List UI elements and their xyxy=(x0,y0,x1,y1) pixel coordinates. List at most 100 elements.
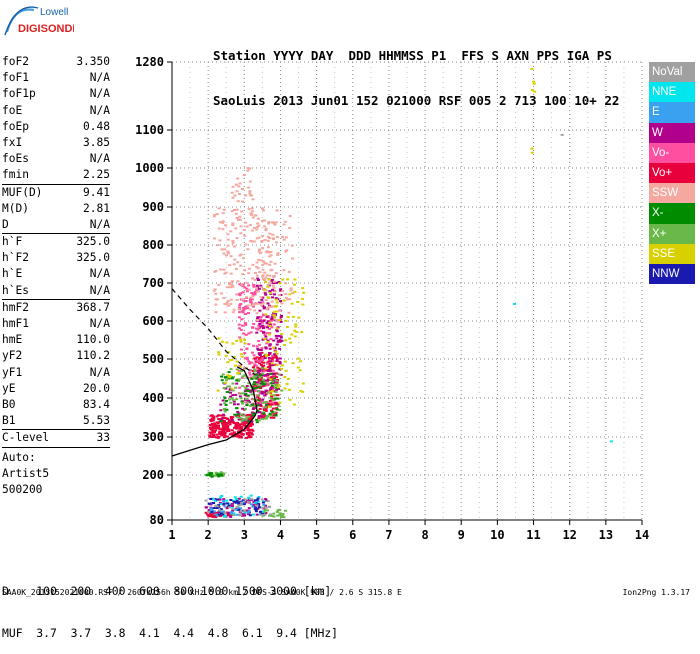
echo-point-nnw xyxy=(261,512,265,515)
echo-point-ssw xyxy=(237,308,241,311)
echo-point-ssw xyxy=(222,208,226,211)
echo-point-vo xyxy=(208,435,212,438)
echo-point-vo xyxy=(260,359,264,362)
chart-axes: 1 2 3 4 5 6 7 8 9 10 11 12 13 14802003004005006007008… xyxy=(135,55,649,542)
echo-point-nnw xyxy=(237,502,241,505)
param-name: foEp xyxy=(2,119,29,133)
echo-point-vo xyxy=(274,403,278,406)
echo-point-ssw xyxy=(250,304,254,307)
echo-point-nne xyxy=(214,499,218,502)
echo-point-w xyxy=(262,374,266,377)
echo-point-ssw xyxy=(257,250,261,253)
scaled-parameters-panel: foF2 3.350 foF1 N/A foF1p N/A foE N/A foEp 0.48 fx… xyxy=(2,54,110,498)
echo-point-ssw xyxy=(249,194,253,197)
echo-point-vo xyxy=(223,432,227,435)
echo-point-vo xyxy=(217,418,221,421)
echo-point-sse xyxy=(267,278,271,281)
echo-point-ssw xyxy=(272,280,276,283)
param-value: N/A xyxy=(89,152,110,166)
legend-item: X+ xyxy=(649,223,695,244)
echo-point-nne xyxy=(233,496,237,499)
echo-point-ssw xyxy=(218,239,222,242)
echo-point-vo xyxy=(263,369,267,372)
echo-point-w xyxy=(236,410,240,413)
echo-point-ssw xyxy=(261,263,265,266)
echo-point-ssw xyxy=(222,268,226,271)
echo-point-vo xyxy=(256,402,260,405)
echo-point-vo xyxy=(226,514,230,517)
param-name: foF1p xyxy=(2,87,36,101)
echo-point-nne xyxy=(225,499,229,502)
echo-point-vo xyxy=(263,325,267,328)
echo-point-vo xyxy=(240,426,244,429)
echo-point-w xyxy=(228,391,232,394)
echo-point-ssw xyxy=(223,272,227,275)
echo-point-vo xyxy=(239,328,243,331)
echo-point-vo xyxy=(259,361,263,364)
echo-point-ssw xyxy=(270,268,274,271)
echo-point-ssw xyxy=(212,289,216,292)
echo-point-vo xyxy=(237,316,241,319)
echo-point-vo xyxy=(252,373,256,376)
y-tick-label: 800 xyxy=(142,238,164,252)
echo-point-vo xyxy=(238,386,242,389)
echo-point-ssw xyxy=(229,230,233,233)
echo-point-sse xyxy=(295,330,299,333)
echo-point-x xyxy=(265,415,269,418)
echo-point-x xyxy=(275,384,279,387)
echo-point-sse xyxy=(272,314,276,317)
echo-point-ssw xyxy=(248,190,252,193)
echo-point-w xyxy=(263,391,267,394)
echo-point-x xyxy=(261,401,265,404)
echo-point-x xyxy=(272,411,276,414)
echo-point-nne xyxy=(513,302,517,305)
echo-point-vo xyxy=(245,290,249,293)
echo-point-sse xyxy=(532,80,536,83)
echo-point-e xyxy=(230,511,234,514)
echo-point-vo xyxy=(252,354,256,357)
echo-point-w xyxy=(232,403,236,406)
echo-point-ssw xyxy=(223,311,227,314)
param-row: hmF1 N/A xyxy=(2,316,110,332)
echo-point-x xyxy=(244,393,248,396)
param-row: h`F 325.0 xyxy=(2,234,110,250)
echo-point-vo xyxy=(248,369,252,372)
echo-point-vo xyxy=(222,425,226,428)
echo-point-vo xyxy=(275,376,279,379)
echo-point-vo xyxy=(220,434,224,437)
echo-point-vo xyxy=(265,384,269,387)
param-row: yF1 N/A xyxy=(2,365,110,381)
echo-point-vo xyxy=(236,421,240,424)
echo-point-vo xyxy=(218,428,222,431)
echo-point-x xyxy=(269,414,273,417)
echo-point-nnw xyxy=(229,498,233,501)
echo-point-vo xyxy=(258,361,262,364)
echo-point-vo xyxy=(250,433,254,436)
param-value: 3.350 xyxy=(76,55,110,68)
echo-point-w xyxy=(258,320,262,323)
echo-point-w xyxy=(241,514,245,517)
echo-point-x xyxy=(257,389,261,392)
echo-point-e xyxy=(233,508,237,511)
echo-point-sse xyxy=(268,292,272,295)
echo-point-ssw xyxy=(264,227,268,230)
echo-point-vo xyxy=(208,434,212,437)
echo-point-vo xyxy=(270,326,274,329)
echo-point-ssw xyxy=(254,286,258,289)
echo-point-w xyxy=(253,505,257,508)
echo-point-ssw xyxy=(276,320,280,323)
echo-point-vo xyxy=(210,419,214,422)
echo-point-ssw xyxy=(252,240,256,243)
echo-point-sse xyxy=(275,298,279,301)
echo-point-ssw xyxy=(238,182,242,185)
echo-point-vo xyxy=(270,375,274,378)
echo-point-vo xyxy=(240,318,244,321)
echo-point-ssw xyxy=(242,228,246,231)
echo-point-vo xyxy=(209,414,213,417)
echo-point-x xyxy=(246,401,250,404)
echo-point-ssw xyxy=(246,169,250,172)
echo-point-x xyxy=(244,418,248,421)
echo-point-ssw xyxy=(231,223,235,226)
echo-point-x xyxy=(228,398,232,401)
echo-point-vo xyxy=(231,421,235,424)
